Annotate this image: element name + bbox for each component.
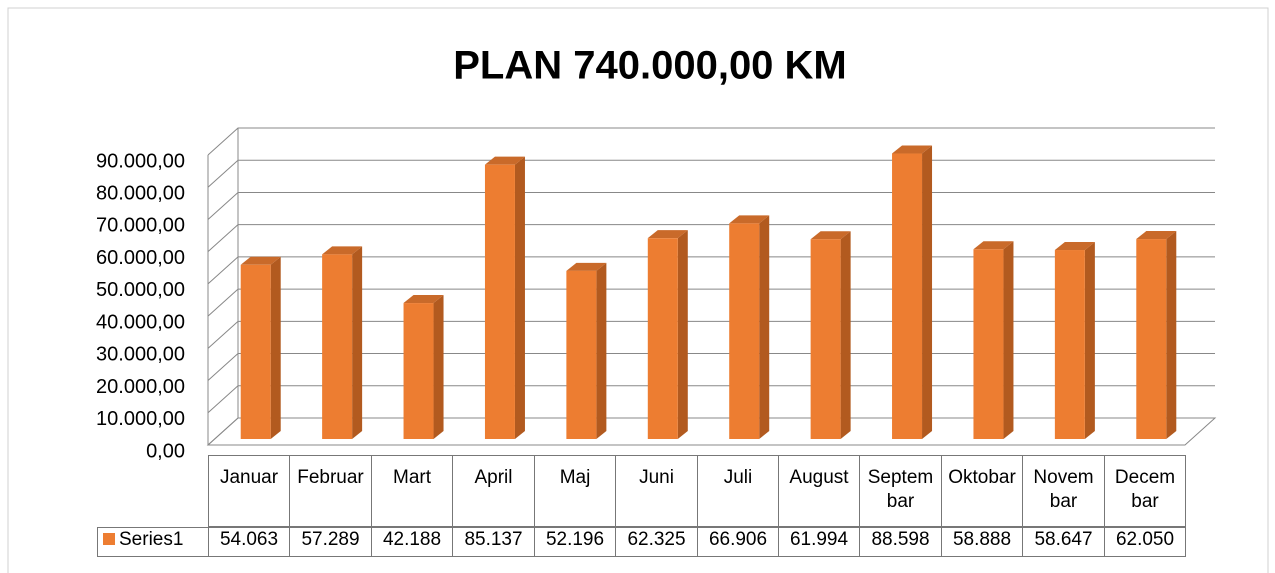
bar-side [1166, 231, 1177, 439]
y-tick-label: 20.000,00 [96, 376, 185, 398]
category-cell: April [452, 455, 535, 527]
bar-side [596, 262, 607, 439]
bar [729, 223, 760, 439]
value-label: 85.137 [452, 527, 535, 557]
bar [1054, 250, 1085, 439]
grid-line [207, 159, 1215, 188]
value-label: 52.196 [534, 527, 616, 557]
y-tick-label: 80.000,00 [96, 183, 185, 205]
bar [322, 254, 353, 439]
value-label: 61.994 [778, 527, 860, 557]
grid-line [207, 353, 1215, 381]
category-cell: Maj [534, 455, 616, 527]
bar-top [322, 246, 363, 255]
bar [403, 303, 434, 439]
y-tick-label: 10.000,00 [96, 408, 185, 430]
bar [1136, 239, 1167, 439]
grid-line [207, 417, 1215, 446]
bar-top [647, 230, 688, 239]
category-cell: Oktobar [941, 455, 1023, 527]
bar [810, 239, 841, 439]
grid-line [207, 320, 1215, 349]
y-tick-label: 50.000,00 [96, 279, 185, 301]
bar [892, 153, 923, 439]
bar-side [677, 230, 688, 439]
y-tick-label: 30.000,00 [96, 344, 185, 366]
bar-side [922, 145, 933, 439]
y-tick-label: 40.000,00 [96, 311, 185, 333]
category-cell: August [778, 455, 860, 527]
category-cell: Decembar [1104, 455, 1186, 527]
value-label: 62.325 [615, 527, 698, 557]
value-label: 58.647 [1022, 527, 1105, 557]
value-label: 57.289 [289, 527, 372, 557]
category-cell: Mart [371, 455, 453, 527]
bar-side [514, 156, 525, 439]
bar-top [1136, 231, 1177, 240]
bar-top [973, 241, 1014, 250]
y-tick-label: 70.000,00 [96, 215, 185, 237]
bar [484, 164, 515, 439]
bar-top [566, 262, 607, 271]
bar [240, 264, 271, 439]
chart-border [7, 7, 1269, 573]
category-cell: Juni [615, 455, 698, 527]
bar-side [1084, 242, 1095, 439]
grid-line [207, 288, 1215, 317]
category-cell: Septembar [859, 455, 942, 527]
bar-side [759, 215, 770, 439]
y-tick-label: 0,00 [146, 440, 185, 462]
grid-line [207, 256, 1215, 285]
bar-side [352, 246, 363, 439]
bar-top [1054, 242, 1095, 251]
bar-top [892, 145, 933, 154]
category-cell: Januar [208, 455, 290, 527]
bar [647, 238, 678, 439]
bar-top [403, 295, 444, 304]
value-label: 66.906 [697, 527, 779, 557]
grid-line [207, 191, 1215, 220]
bar-top [240, 256, 281, 265]
category-cell: Novembar [1022, 455, 1105, 527]
value-label: 62.050 [1104, 527, 1186, 557]
legend-swatch [103, 533, 115, 545]
legend-cell: Series1 [97, 527, 209, 557]
value-label: 42.188 [371, 527, 453, 557]
value-label: 88.598 [859, 527, 942, 557]
bar-top [810, 231, 851, 240]
bar-top [729, 215, 770, 224]
bar-side [840, 231, 851, 439]
y-tick-label: 60.000,00 [96, 247, 185, 269]
y-tick-label: 90.000,00 [96, 150, 185, 172]
chart-title: PLAN 740.000,00 KM [453, 44, 847, 88]
category-cell: Februar [289, 455, 372, 527]
bar-side [1003, 241, 1014, 439]
category-cell: Juli [697, 455, 779, 527]
grid-line [207, 224, 1215, 253]
bar [566, 270, 597, 439]
legend-label: Series1 [119, 529, 184, 550]
bar-side [433, 295, 444, 439]
grid-line [207, 385, 1215, 414]
bar [973, 249, 1004, 439]
value-label: 54.063 [208, 527, 290, 557]
grid-line [207, 127, 1215, 156]
bar-top [484, 156, 525, 165]
bar-side [270, 256, 281, 439]
value-label: 58.888 [941, 527, 1023, 557]
